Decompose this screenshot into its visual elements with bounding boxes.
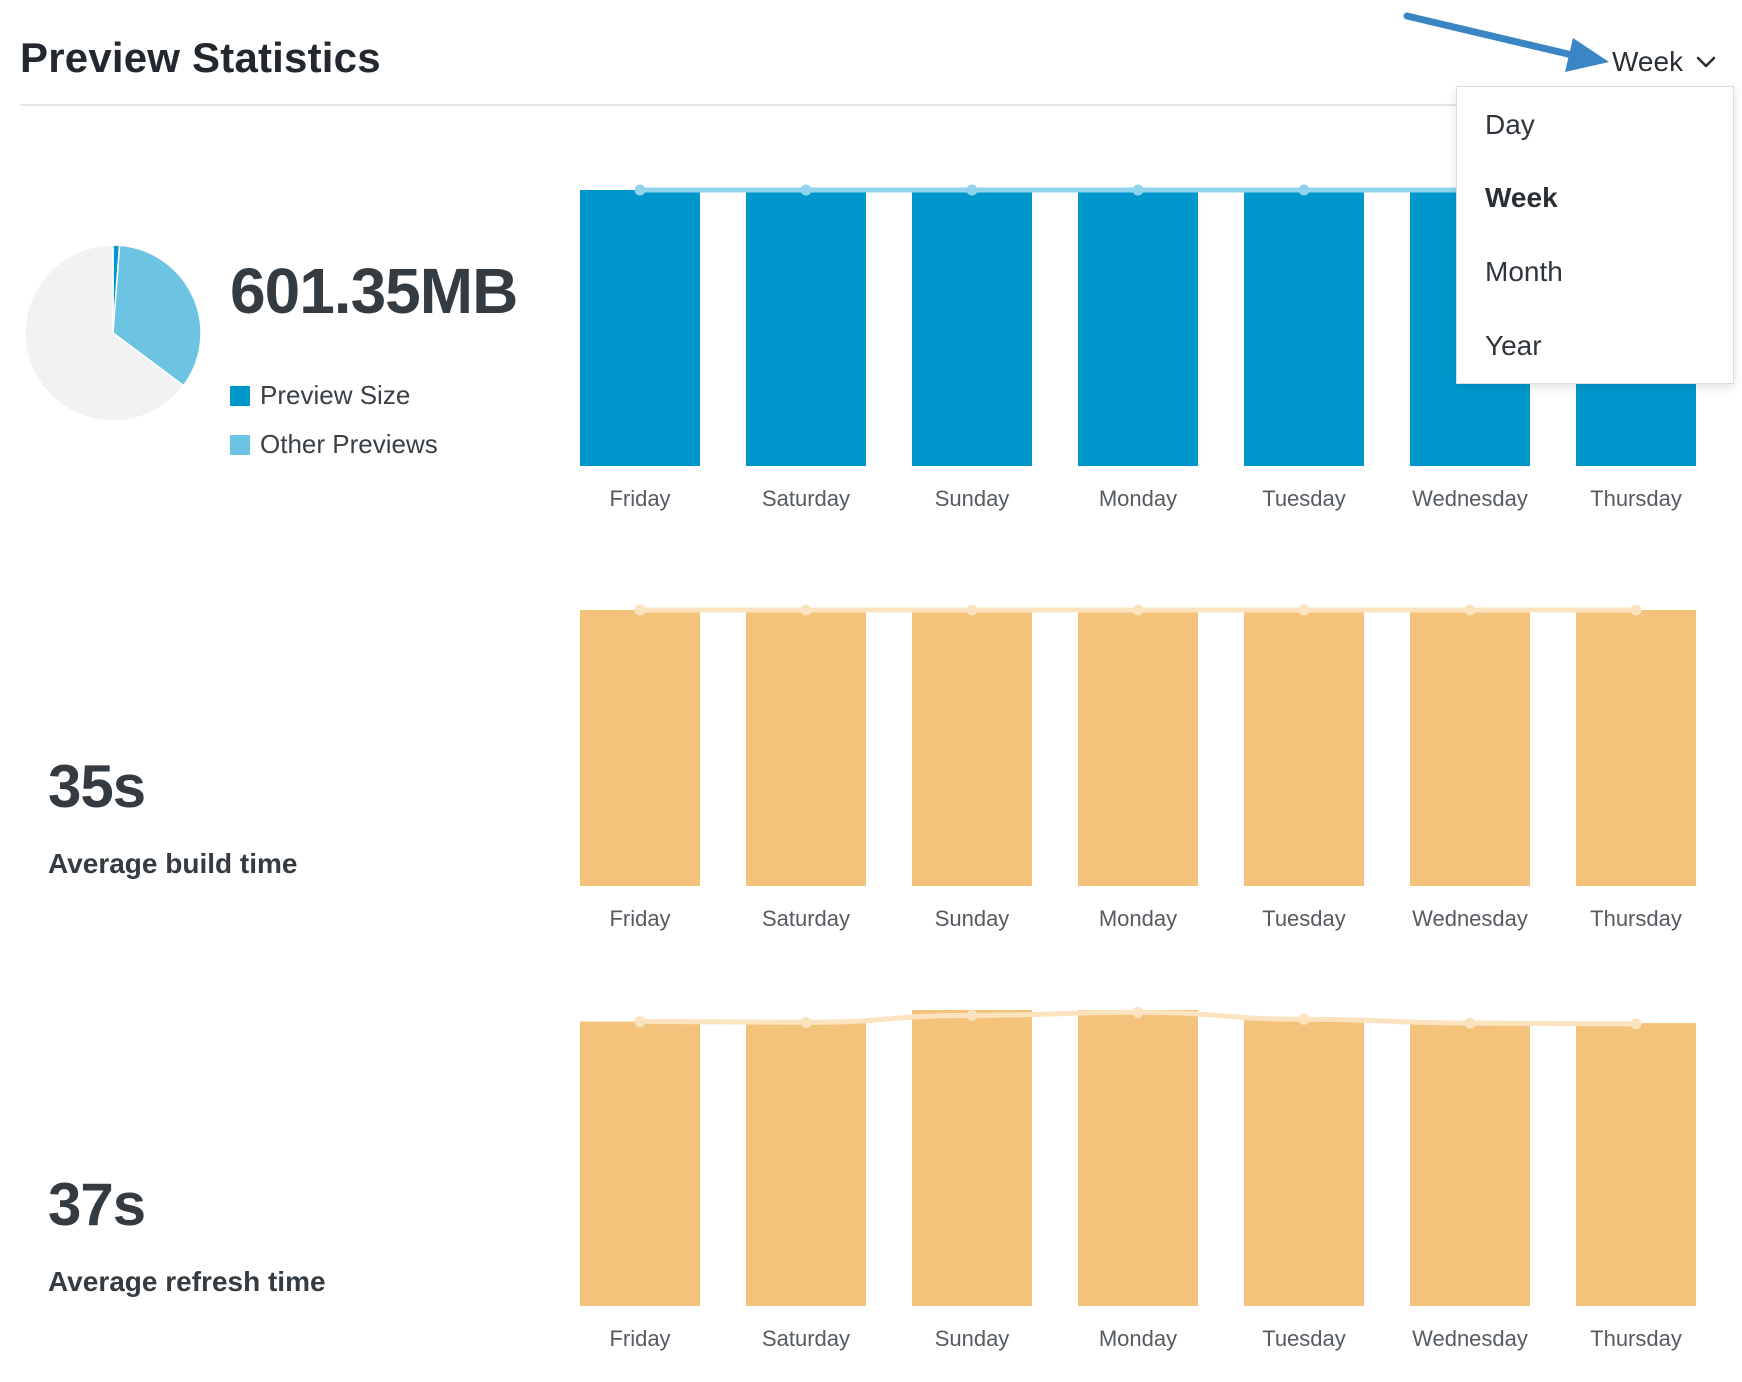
tick-label-monday: Monday [1099,906,1177,931]
trend-point-wednesday[interactable] [1464,1017,1476,1029]
tick-label-friday: Friday [609,486,670,511]
trend-point-friday[interactable] [634,184,646,196]
tick-label-sunday: Sunday [935,486,1010,511]
trend-point-thursday[interactable] [1630,1018,1642,1030]
tick-label-tuesday: Tuesday [1262,486,1346,511]
option-day[interactable]: Day [1485,109,1535,140]
period-select[interactable]: Week [1612,40,1717,84]
tick-label-wednesday: Wednesday [1412,1326,1528,1351]
trend-point-friday[interactable] [634,1016,646,1028]
bar-tuesday[interactable] [1244,610,1364,886]
bar-thursday[interactable] [1576,610,1696,886]
bar-sunday[interactable] [912,1010,1032,1306]
tick-label-friday: Friday [609,906,670,931]
option-month[interactable]: Month [1485,256,1563,287]
period-dropdown-menu: Day Week Month Year [1456,86,1734,384]
bar-saturday[interactable] [746,610,866,886]
build-time-bar-chart: Friday Saturday Sunday Monday Tuesday Wednesd… [580,604,1696,931]
pie-slice-other-previews [112,244,202,387]
trend-point-saturday[interactable] [800,184,812,196]
tick-label-wednesday: Wednesday [1412,906,1528,931]
build-time-value: 35s [48,753,146,820]
bar-sunday[interactable] [912,190,1032,466]
legend-other-previews: Other Previews [230,429,438,460]
bar-tuesday[interactable] [1244,1017,1364,1306]
trend-point-monday[interactable] [1132,604,1144,616]
bar-monday[interactable] [1078,190,1198,466]
tick-label-saturday: Saturday [762,486,850,511]
storage-pie-chart [24,244,202,422]
refresh-time-label: Average refresh time [48,1266,326,1297]
tick-label-thursday: Thursday [1590,906,1682,931]
bar-wednesday[interactable] [1410,610,1530,886]
bar-tuesday[interactable] [1244,190,1364,466]
bar-thursday[interactable] [1576,1023,1696,1306]
legend-preview-size: Preview Size [230,380,410,411]
bar-sunday[interactable] [912,610,1032,886]
bar-friday[interactable] [580,610,700,886]
trend-point-tuesday[interactable] [1298,1013,1310,1025]
annotation-arrow-icon [1403,12,1609,72]
tick-label-monday: Monday [1099,1326,1177,1351]
bar-wednesday[interactable] [1410,1023,1530,1306]
bar-monday[interactable] [1078,1010,1198,1306]
tick-label-friday: Friday [609,1326,670,1351]
legend-label-preview-size: Preview Size [260,380,411,410]
trend-point-thursday[interactable] [1630,604,1642,616]
tick-label-saturday: Saturday [762,906,850,931]
storage-value: 601.35MB [230,255,518,327]
trend-point-saturday[interactable] [800,1016,812,1028]
bar-saturday[interactable] [746,190,866,466]
chevron-down-icon [1696,56,1716,68]
legend-swatch-other-previews [230,434,250,455]
trend-point-friday[interactable] [634,604,646,616]
trend-point-tuesday[interactable] [1298,604,1310,616]
trend-point-monday[interactable] [1132,184,1144,196]
option-year[interactable]: Year [1485,330,1542,361]
tick-label-thursday: Thursday [1590,486,1682,511]
bar-friday[interactable] [580,190,700,466]
period-select-value: Week [1612,46,1684,77]
page-title: Preview Statistics [20,34,381,81]
trend-point-monday[interactable] [1132,1006,1144,1018]
trend-point-wednesday[interactable] [1464,604,1476,616]
trend-point-saturday[interactable] [800,604,812,616]
tick-label-saturday: Saturday [762,1326,850,1351]
bar-friday[interactable] [580,1021,700,1306]
tick-label-wednesday: Wednesday [1412,486,1528,511]
tick-label-tuesday: Tuesday [1262,1326,1346,1351]
trend-point-sunday[interactable] [966,184,978,196]
tick-label-sunday: Sunday [935,906,1010,931]
option-week[interactable]: Week [1485,182,1558,213]
tick-label-thursday: Thursday [1590,1326,1682,1351]
bar-monday[interactable] [1078,610,1198,886]
refresh-time-value: 37s [48,1171,146,1238]
legend-swatch-preview-size [230,385,250,406]
pie-slice-remaining [24,244,185,422]
trend-point-sunday[interactable] [966,1009,978,1021]
tick-label-tuesday: Tuesday [1262,906,1346,931]
trend-point-sunday[interactable] [966,604,978,616]
build-time-label: Average build time [48,848,298,879]
bar-saturday[interactable] [746,1021,866,1306]
legend-label-other-previews: Other Previews [260,429,438,459]
header-divider [20,104,1720,106]
tick-label-monday: Monday [1099,486,1177,511]
trend-point-tuesday[interactable] [1298,184,1310,196]
tick-label-sunday: Sunday [935,1326,1010,1351]
refresh-time-bar-chart: Friday Saturday Sunday Monday Tuesday Wednesd… [580,1006,1696,1351]
